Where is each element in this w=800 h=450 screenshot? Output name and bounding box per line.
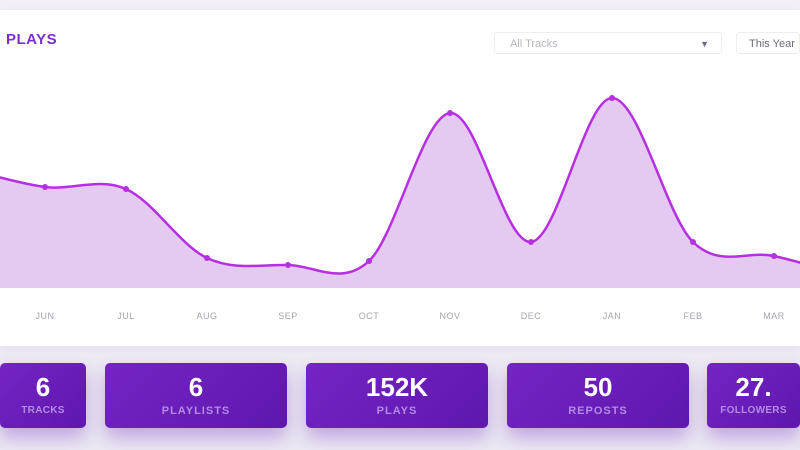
stat-value: 50 xyxy=(583,372,613,402)
x-tick-mar: MAR xyxy=(763,311,785,321)
data-point-nov xyxy=(447,110,453,116)
x-tick-jan: JAN xyxy=(603,311,622,321)
chart-panel xyxy=(0,10,800,346)
stat-value: 6 xyxy=(188,372,204,402)
data-point-sep xyxy=(285,262,291,268)
track-filter-select[interactable]: All Tracks ▼ xyxy=(494,32,722,54)
stat-card-plays[interactable]: 152K PLAYS xyxy=(306,363,488,428)
x-tick-dec: DEC xyxy=(521,311,542,321)
period-filter-select[interactable]: This Year xyxy=(736,32,800,54)
period-filter-value: This Year xyxy=(749,38,795,50)
stat-label: TRACKS xyxy=(21,405,65,416)
stat-label: FOLLOWERS xyxy=(720,405,787,416)
x-tick-sep: SEP xyxy=(278,311,298,321)
x-tick-jun: JUN xyxy=(36,311,55,321)
track-filter-value: All Tracks xyxy=(510,38,558,50)
x-tick-jul: JUL xyxy=(117,311,135,321)
data-point-aug xyxy=(204,255,210,261)
plays-chart: JUN JUL AUG SEP OCT NOV DEC JAN FEB MAR xyxy=(0,95,800,321)
x-tick-oct: OCT xyxy=(359,311,380,321)
x-tick-aug: AUG xyxy=(196,311,217,321)
stat-value: 6 xyxy=(35,372,51,402)
chart-title: PLAYS xyxy=(6,31,58,48)
caret-down-icon: ▼ xyxy=(700,39,709,49)
stat-label: PLAYS xyxy=(376,405,418,417)
stat-label: REPOSTS xyxy=(568,405,628,417)
area-fill xyxy=(0,98,800,288)
stat-card-followers[interactable]: 27. FOLLOWERS xyxy=(707,363,800,428)
data-point-jan xyxy=(609,95,615,101)
data-point-jun xyxy=(42,184,48,190)
data-point-dec xyxy=(528,239,534,245)
x-tick-feb: FEB xyxy=(683,311,702,321)
data-point-mar xyxy=(771,253,777,259)
data-point-jul xyxy=(123,186,129,192)
top-bar xyxy=(0,0,800,10)
stat-card-reposts[interactable]: 50 REPOSTS xyxy=(507,363,689,428)
data-point-oct xyxy=(366,258,372,264)
stat-value: 152K xyxy=(365,372,429,402)
stat-card-playlists[interactable]: 6 PLAYLISTS xyxy=(105,363,287,428)
stat-value: 27. xyxy=(735,372,772,402)
stat-card-tracks[interactable]: 6 TRACKS xyxy=(0,363,86,428)
x-tick-nov: NOV xyxy=(439,311,460,321)
stat-label: PLAYLISTS xyxy=(161,405,231,417)
data-point-feb xyxy=(690,239,696,245)
